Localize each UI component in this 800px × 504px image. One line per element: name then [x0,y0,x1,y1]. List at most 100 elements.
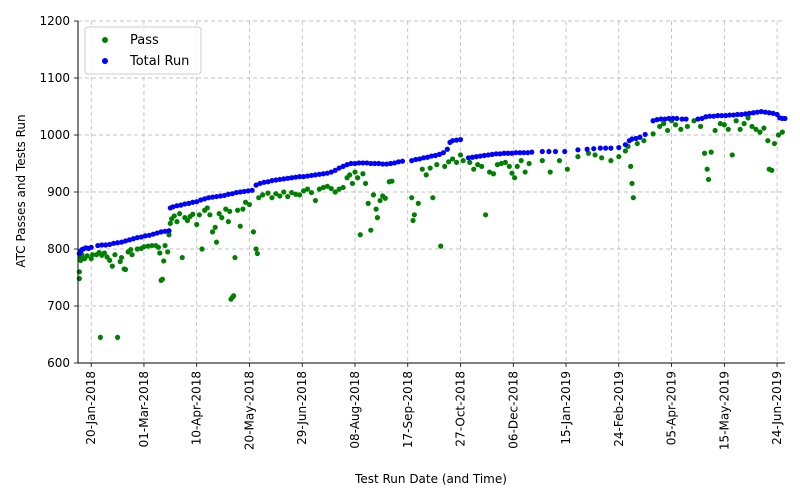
point-total-run [742,111,749,117]
point-pass [357,232,363,238]
point-total-run [738,111,745,118]
x-tick-label: 27-Oct-2018 [454,371,468,447]
point-pass [184,217,191,224]
point-pass [347,172,353,178]
point-pass [522,169,528,175]
point-pass [159,276,166,282]
point-total-run [766,110,772,116]
point-total-run [546,148,552,155]
point-total-run [699,115,705,122]
point-pass [486,169,493,175]
point-pass [725,126,731,132]
point-total-run [384,161,390,167]
point-total-run [432,152,439,159]
point-pass [242,199,249,205]
point-pass [423,172,429,178]
point-total-run [178,202,184,208]
point-pass [171,213,177,219]
point-pass [419,166,425,172]
point-total-run [138,234,144,240]
x-tick-label: 15-May-2019 [717,371,731,450]
point-total-run [399,158,406,164]
point-total-run [277,176,283,183]
point-pass [88,256,94,262]
point-pass [370,192,377,198]
point-pass [771,140,778,147]
point-total-run [727,112,733,118]
point-pass [704,166,710,172]
point-total-run [150,231,156,237]
point-pass [691,118,697,124]
point-total-run [285,175,291,181]
point-pass [161,258,167,264]
point-pass [289,189,295,196]
point-pass [281,189,287,195]
point-total-run [273,177,279,183]
point-pass [779,129,785,135]
point-total-run [194,199,200,205]
point-pass [328,185,334,192]
point-pass [585,150,592,156]
point-pass [232,254,238,261]
legend-marker-pass [102,37,108,43]
x-tick-label: 20-May-2018 [242,371,256,450]
point-pass [219,215,225,221]
point-total-run [130,236,136,242]
y-axis-label: ATC Passes and Tests Run [14,114,28,267]
point-total-run [453,137,460,143]
point-total-run [562,148,568,155]
point-total-run [352,160,358,167]
point-total-run [473,154,479,160]
point-pass [362,180,369,187]
point-pass [629,180,635,187]
point-pass [717,121,723,127]
point-total-run [591,146,597,152]
point-pass [179,254,185,261]
point-total-run [525,150,531,156]
point-pass [556,158,563,164]
point-pass [332,189,338,195]
point-total-run [376,160,382,167]
point-pass [608,158,614,164]
point-total-run [481,152,487,159]
point-total-run [372,160,378,167]
point-total-run [750,110,756,116]
point-pass [368,227,374,233]
x-tick-label: 24-Jun-2019 [770,371,784,445]
point-pass [190,211,196,217]
point-pass [409,195,415,201]
point-total-run [209,194,216,200]
point-total-run [166,228,172,234]
point-pass [514,163,520,169]
point-pass [231,293,237,299]
point-total-run [420,155,427,161]
point-pass [355,175,361,181]
point-pass [199,246,205,252]
point-total-run [134,235,140,241]
point-pass [661,121,667,127]
point-total-run [142,233,148,239]
point-total-run [249,187,255,193]
point-total-run [95,242,101,249]
point-pass [665,127,671,134]
point-pass [427,165,433,171]
point-pass [112,252,118,258]
x-tick-label: 15-Jan-2019 [559,371,573,445]
point-total-run [99,242,105,248]
point-pass [490,171,497,177]
point-pass [165,249,171,255]
point-pass [155,244,162,250]
point-total-run [344,162,350,168]
point-total-run [575,147,581,153]
point-pass [684,123,690,130]
point-pass [547,169,553,175]
point-pass [312,197,319,204]
point-pass [471,166,477,172]
point-pass [365,200,371,206]
point-pass [729,152,735,158]
point-total-run [517,150,523,156]
point-total-run [629,136,635,142]
point-total-run [650,118,656,124]
point-total-run [703,114,709,120]
